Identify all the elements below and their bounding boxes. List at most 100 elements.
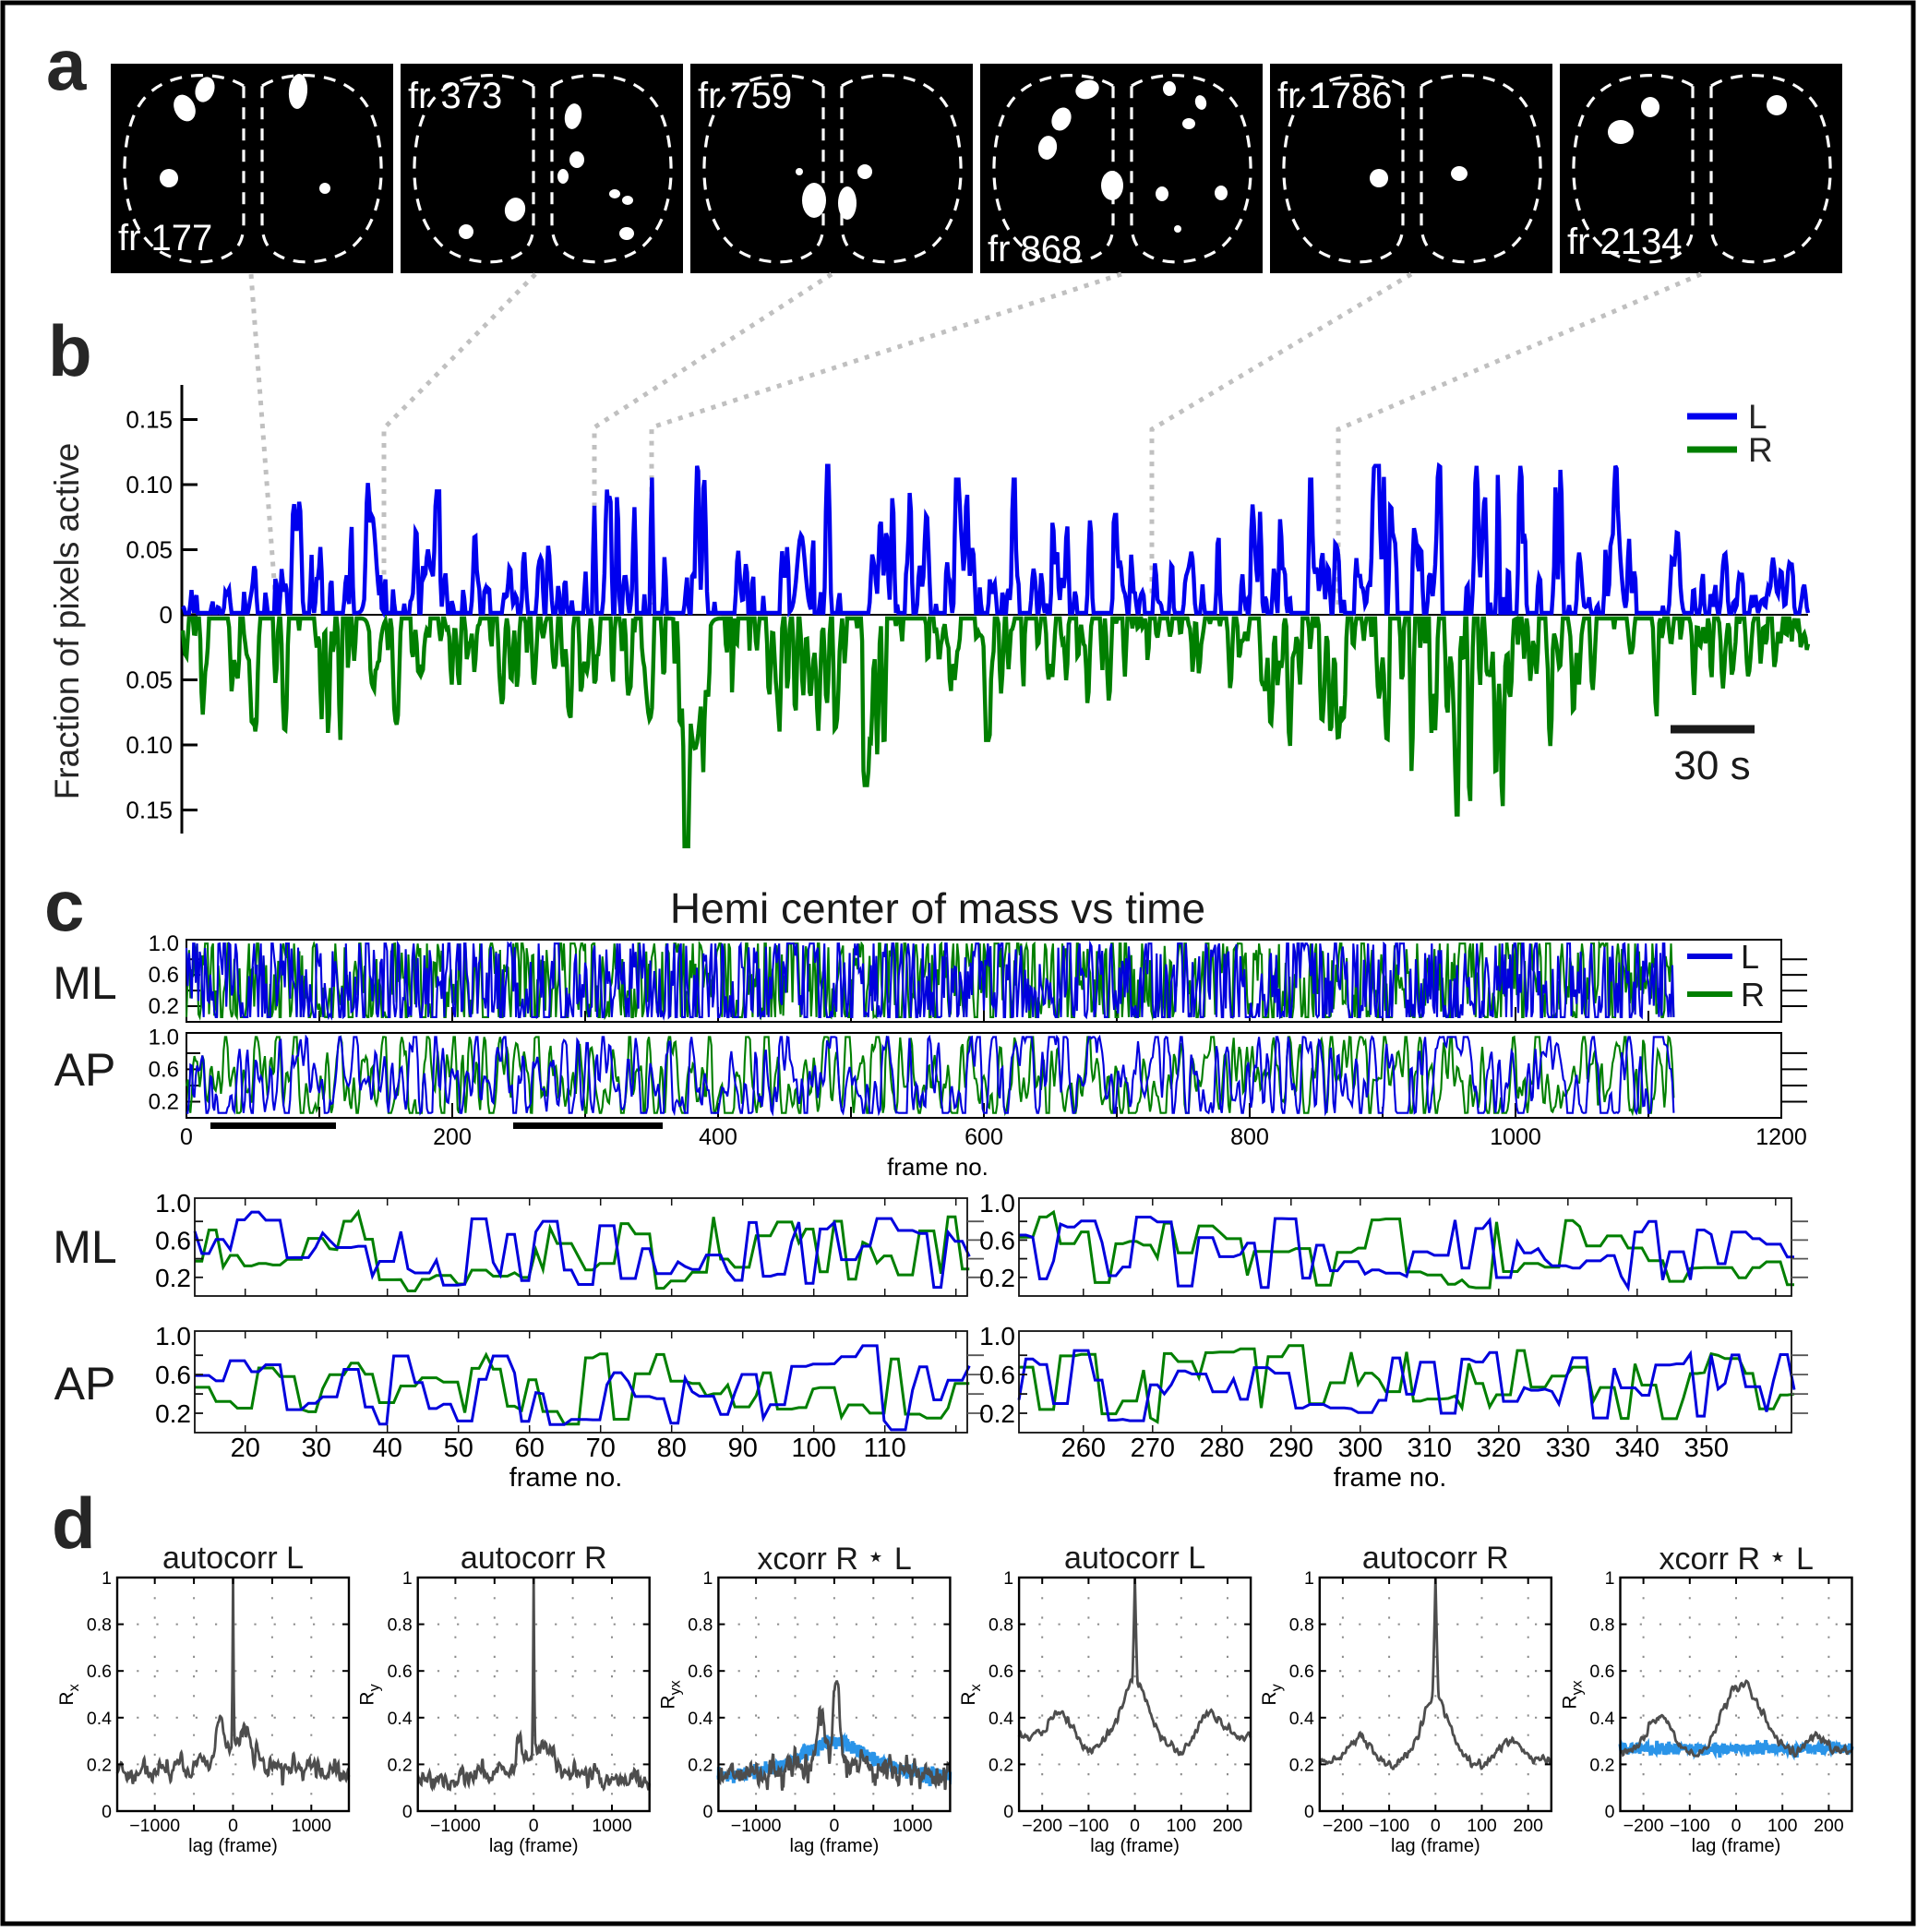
svg-text:0: 0 xyxy=(1130,1816,1140,1836)
svg-text:200: 200 xyxy=(1814,1816,1844,1836)
svg-text:1200: 1200 xyxy=(1755,1124,1807,1150)
svg-text:0.10: 0.10 xyxy=(126,471,173,498)
svg-text:1000: 1000 xyxy=(592,1816,632,1836)
svg-text:0.15: 0.15 xyxy=(126,406,173,434)
svg-text:330: 330 xyxy=(1546,1434,1590,1463)
svg-text:0.2: 0.2 xyxy=(149,1090,179,1115)
svg-text:Fraction of pixels active: Fraction of pixels active xyxy=(48,443,86,800)
svg-text:1.0: 1.0 xyxy=(149,931,179,956)
svg-text:0.6: 0.6 xyxy=(155,1361,191,1389)
svg-text:xcorr R: xcorr R xyxy=(757,1542,858,1577)
svg-text:−1000: −1000 xyxy=(430,1816,481,1836)
svg-text:1: 1 xyxy=(703,1568,713,1589)
svg-text:fr 373: fr 373 xyxy=(408,76,502,116)
svg-text:0.4: 0.4 xyxy=(688,1709,713,1729)
svg-text:0: 0 xyxy=(160,601,173,629)
svg-text:lag (frame): lag (frame) xyxy=(489,1836,579,1856)
svg-text:R: R xyxy=(1741,976,1765,1014)
svg-text:0.8: 0.8 xyxy=(1289,1615,1314,1636)
svg-text:600: 600 xyxy=(964,1124,1003,1150)
svg-text:0.4: 0.4 xyxy=(988,1709,1013,1729)
svg-text:200: 200 xyxy=(1513,1816,1543,1836)
svg-text:0.8: 0.8 xyxy=(87,1615,112,1636)
svg-text:autocorr L: autocorr L xyxy=(162,1541,304,1576)
svg-text:1.0: 1.0 xyxy=(155,1322,191,1350)
svg-text:0.6: 0.6 xyxy=(979,1361,1015,1389)
svg-text:0: 0 xyxy=(228,1816,238,1836)
svg-text:0: 0 xyxy=(703,1802,713,1822)
svg-text:0: 0 xyxy=(180,1124,193,1150)
svg-text:300: 300 xyxy=(1338,1434,1383,1463)
svg-text:b: b xyxy=(48,310,92,391)
svg-text:1000: 1000 xyxy=(292,1816,332,1836)
svg-text:30 s: 30 s xyxy=(1673,743,1750,788)
svg-text:autocorr R: autocorr R xyxy=(461,1541,607,1576)
svg-text:1.0: 1.0 xyxy=(155,1189,191,1218)
svg-text:0: 0 xyxy=(529,1816,539,1836)
svg-text:−1000: −1000 xyxy=(129,1816,180,1836)
svg-text:60: 60 xyxy=(515,1434,545,1463)
svg-text:340: 340 xyxy=(1615,1434,1659,1463)
svg-text:70: 70 xyxy=(586,1434,616,1463)
svg-text:0.6: 0.6 xyxy=(688,1662,713,1682)
svg-text:50: 50 xyxy=(444,1434,473,1463)
svg-text:100: 100 xyxy=(792,1434,836,1463)
svg-text:100: 100 xyxy=(1167,1816,1197,1836)
svg-text:L: L xyxy=(1796,1542,1814,1577)
svg-text:lag (frame): lag (frame) xyxy=(188,1836,278,1856)
svg-text:AP: AP xyxy=(54,1358,116,1410)
svg-text:lag (frame): lag (frame) xyxy=(790,1836,880,1856)
svg-text:−200: −200 xyxy=(1022,1816,1062,1836)
svg-text:0.6: 0.6 xyxy=(155,1226,191,1254)
svg-text:0.8: 0.8 xyxy=(1589,1615,1614,1636)
svg-text:0.6: 0.6 xyxy=(979,1226,1015,1254)
svg-text:0.05: 0.05 xyxy=(126,536,173,564)
svg-text:0.6: 0.6 xyxy=(388,1662,413,1682)
svg-text:Hemi center of mass vs time: Hemi center of mass vs time xyxy=(670,884,1205,932)
svg-text:100: 100 xyxy=(1767,1816,1798,1836)
svg-text:−200: −200 xyxy=(1323,1816,1363,1836)
svg-text:200: 200 xyxy=(433,1124,472,1150)
svg-text:800: 800 xyxy=(1230,1124,1269,1150)
svg-text:0.2: 0.2 xyxy=(155,1399,191,1428)
svg-text:lag (frame): lag (frame) xyxy=(1090,1836,1180,1856)
svg-text:fr 868: fr 868 xyxy=(988,229,1082,270)
svg-text:−100: −100 xyxy=(1369,1816,1409,1836)
svg-text:fr 2134: fr 2134 xyxy=(1567,222,1683,262)
svg-text:90: 90 xyxy=(728,1434,758,1463)
svg-text:0.6: 0.6 xyxy=(87,1662,112,1682)
svg-text:frame no.: frame no. xyxy=(887,1153,988,1181)
svg-text:lag (frame): lag (frame) xyxy=(1692,1836,1781,1856)
svg-text:0.6: 0.6 xyxy=(149,963,179,988)
svg-text:0: 0 xyxy=(1003,1802,1013,1822)
svg-text:−200: −200 xyxy=(1623,1816,1664,1836)
svg-text:0.8: 0.8 xyxy=(988,1615,1013,1636)
svg-text:0.6: 0.6 xyxy=(988,1662,1013,1682)
svg-text:0.6: 0.6 xyxy=(149,1057,179,1082)
svg-text:1000: 1000 xyxy=(1490,1124,1541,1150)
svg-text:1: 1 xyxy=(102,1568,112,1589)
svg-text:AP: AP xyxy=(54,1044,116,1096)
svg-text:0.2: 0.2 xyxy=(149,994,179,1019)
svg-text:0: 0 xyxy=(102,1802,112,1822)
svg-text:80: 80 xyxy=(657,1434,687,1463)
svg-text:280: 280 xyxy=(1200,1434,1244,1463)
svg-text:260: 260 xyxy=(1061,1434,1106,1463)
svg-text:0.10: 0.10 xyxy=(126,731,173,759)
svg-text:0.4: 0.4 xyxy=(1589,1709,1614,1729)
svg-text:0.2: 0.2 xyxy=(87,1755,112,1775)
svg-text:0: 0 xyxy=(829,1816,839,1836)
svg-text:a: a xyxy=(46,24,87,105)
svg-text:40: 40 xyxy=(373,1434,402,1463)
svg-text:1: 1 xyxy=(1605,1568,1615,1589)
svg-text:110: 110 xyxy=(864,1434,906,1463)
svg-text:c: c xyxy=(44,865,84,946)
svg-text:270: 270 xyxy=(1131,1434,1175,1463)
svg-text:290: 290 xyxy=(1269,1434,1313,1463)
svg-text:xcorr R: xcorr R xyxy=(1659,1542,1760,1577)
svg-text:1: 1 xyxy=(402,1568,413,1589)
svg-text:L: L xyxy=(894,1542,912,1577)
svg-text:200: 200 xyxy=(1213,1816,1243,1836)
svg-text:0.2: 0.2 xyxy=(155,1264,191,1292)
svg-text:0.6: 0.6 xyxy=(1589,1662,1614,1682)
